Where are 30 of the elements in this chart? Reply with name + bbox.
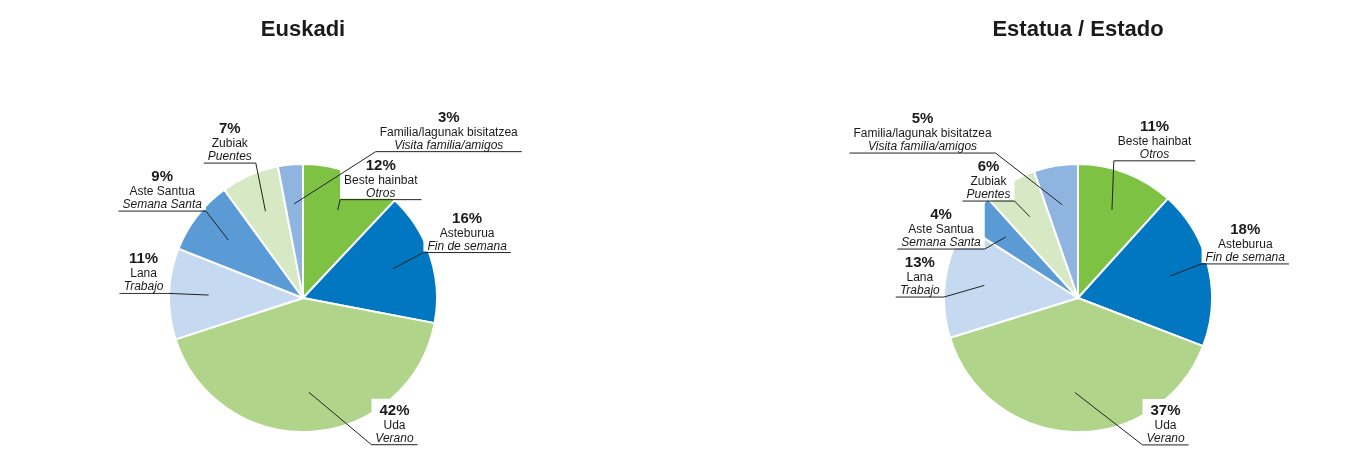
slice-label: Asteburua Fin de semana <box>1205 236 1286 264</box>
slice-label: Lana Trabajo <box>899 270 941 298</box>
data-label: 11% <box>1139 116 1170 134</box>
slice-label: Zubiak Puentes <box>966 174 1011 202</box>
data-label: 18% <box>1230 219 1261 237</box>
slice-label: Lana Trabajo <box>123 266 164 294</box>
data-label: 4% <box>930 205 952 223</box>
data-label: 11% <box>129 249 159 267</box>
slice-label: Familia/lagunak bisitatzea Visita familia/amigos <box>853 126 992 154</box>
data-label: 3% <box>437 107 460 125</box>
slice-label: Beste hainbat Otros <box>344 172 419 200</box>
data-label: 9% <box>151 167 174 185</box>
slice-label: Zubiak Puentes <box>207 136 252 164</box>
data-label: 12% <box>365 155 396 173</box>
data-label: 37% <box>1150 400 1181 418</box>
data-label: 42% <box>379 400 410 418</box>
slice-label: Asteburua Fin de semana <box>427 225 508 253</box>
slice-label: Uda Verano <box>375 417 414 445</box>
slice-label: Familia/lagunak bisitatzea Visita familia/amigos <box>379 124 519 152</box>
data-label: 6% <box>977 157 1000 175</box>
data-label: 16% <box>452 208 483 226</box>
data-label: 7% <box>218 119 241 137</box>
slice-label: Aste Santua Semana Santa <box>122 184 203 212</box>
slice-label: Beste hainbat Otros <box>1117 133 1192 161</box>
data-label: 13% <box>904 253 935 271</box>
slice-label: Aste Santua Semana Santa <box>901 222 982 250</box>
chart-title: Estatua / Estado <box>992 16 1164 41</box>
data-label: 5% <box>911 109 934 127</box>
chart-title: Euskadi <box>260 16 346 41</box>
slice-label: Uda Verano <box>1146 417 1185 445</box>
